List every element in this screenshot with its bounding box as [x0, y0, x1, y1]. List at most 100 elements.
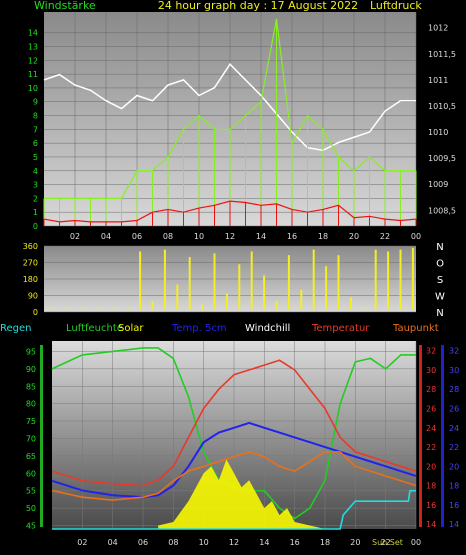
legend-item: Temp. 5cm — [171, 323, 227, 334]
series-line-taupunkt — [51, 451, 417, 501]
wind-tick-label: 10 — [28, 84, 38, 93]
temperature-tick-label: 26 — [426, 404, 436, 413]
wind-axis-label: Windstärke — [34, 0, 96, 12]
humidity-tick-label: 65 — [26, 452, 36, 461]
temp-5cm-tick-label: 16 — [449, 501, 459, 510]
hour-tick-label: 20 — [350, 538, 360, 547]
humidity-tick-label: 85 — [26, 382, 36, 391]
temperature-tick-label: 32 — [426, 347, 436, 356]
degree-tick-label: 90 — [28, 292, 38, 301]
wind-tick-label: 14 — [28, 29, 38, 38]
hour-tick-label: 06 — [138, 538, 148, 547]
temperature-tick-label: 16 — [426, 501, 436, 510]
temp-5cm-tick-label: 32 — [449, 347, 459, 356]
compass-tick-label: N — [436, 308, 443, 319]
hour-tick-label: 10 — [199, 538, 209, 547]
temp-5cm-tick-label: 30 — [449, 366, 459, 375]
humidity-tick-label: 60 — [26, 469, 36, 478]
humidity-tick-label: 80 — [26, 400, 36, 409]
wind-tick-label: 8 — [33, 112, 38, 121]
hour-tick-label: 02 — [77, 538, 87, 547]
temperature-scale-bar — [419, 345, 422, 527]
humidity-tick-label: 70 — [26, 434, 36, 443]
pressure-tick-label: 1010,5 — [428, 102, 456, 111]
series-line-luftdruck — [43, 63, 416, 152]
legend-item: Regen — [0, 323, 32, 334]
sunset-annotation: Sun Set — [372, 538, 403, 547]
temperature-humidity-panel: 45 50 55 60 65 70 75 80 85 90 95 14 16 18 20 22 24 26 28 3… — [26, 341, 459, 547]
wind-tick-label: 2 — [33, 194, 38, 203]
pressure-tick-label: 1012 — [428, 24, 448, 33]
legend-item: Temperatur — [311, 323, 370, 334]
hour-tick-label: 08 — [163, 232, 173, 241]
series-area-solar — [158, 459, 325, 529]
hour-tick-label: 10 — [194, 232, 204, 241]
wind-tick-label: 0 — [33, 222, 38, 231]
wind-tick-label: 11 — [28, 70, 38, 79]
degree-tick-label: 270 — [23, 259, 38, 268]
hour-tick-label: 04 — [108, 538, 118, 547]
legend-item: Windchill — [245, 323, 290, 334]
series-line-regen — [52, 489, 416, 530]
temperature-tick-label: 22 — [426, 443, 436, 452]
pressure-axis-label: Luftdruck — [370, 0, 422, 12]
humidity-tick-label: 75 — [26, 417, 36, 426]
pressure-tick-label: 1008,5 — [428, 206, 456, 215]
hour-tick-label: 14 — [259, 538, 269, 547]
temp-5cm-scale-bar — [441, 345, 444, 527]
temp-5cm-tick-label: 26 — [449, 404, 459, 413]
pressure-tick-label: 1010 — [428, 128, 448, 137]
hour-tick-label: 06 — [132, 232, 142, 241]
humidity-tick-label: 95 — [26, 347, 36, 356]
pressure-tick-label: 1011 — [428, 76, 448, 85]
temp-5cm-tick-label: 22 — [449, 443, 459, 452]
direction-panel-series — [50, 247, 414, 310]
pressure-tick-label: 1009 — [428, 180, 448, 189]
hour-tick-label: 02 — [70, 232, 80, 241]
temp-5cm-ticks: 14 16 18 20 22 24 26 28 30 32 — [449, 347, 459, 530]
chart-title: 24 hour graph day : 17 August 2022 — [158, 0, 358, 12]
series-line-temp-5cm — [51, 421, 417, 499]
hour-tick-label: 12 — [229, 538, 239, 547]
wind-panel-series — [43, 18, 417, 226]
series-line-temperatur — [51, 359, 417, 487]
hour-tick-label: 16 — [290, 538, 300, 547]
wind-tick-label: 4 — [33, 167, 38, 176]
humidity-tick-label: 90 — [26, 365, 36, 374]
temp-5cm-tick-label: 20 — [449, 462, 459, 471]
temp-5cm-tick-label: 28 — [449, 385, 459, 394]
humidity-scale-bar — [40, 345, 43, 527]
hour-tick-label: 16 — [287, 232, 297, 241]
hour-tick-label: 18 — [318, 232, 328, 241]
temperature-tick-label: 14 — [426, 520, 436, 529]
degree-tick-label: 180 — [23, 275, 38, 284]
temp-5cm-tick-label: 24 — [449, 424, 459, 433]
humidity-tick-label: 50 — [26, 504, 36, 513]
direction-panel-grid — [44, 245, 416, 313]
humidity-ticks: 45 50 55 60 65 70 75 80 85 90 95 — [26, 347, 36, 530]
compass-tick-label: W — [435, 292, 445, 303]
wind-pressure-panel: Windstärke 24 hour graph day : 17 August… — [28, 0, 456, 241]
temperature-tick-label: 30 — [426, 366, 436, 375]
hour-tick-label: 00 — [411, 232, 421, 241]
pressure-tick-label: 1009,5 — [428, 154, 456, 163]
compass-tick-label: O — [436, 259, 444, 270]
temp-5cm-tick-label: 14 — [449, 520, 459, 529]
pressure-tick-label: 1011,5 — [428, 50, 456, 59]
hour-tick-label: 14 — [256, 232, 266, 241]
hour-tick-label: 18 — [320, 538, 330, 547]
wind-tick-label: 3 — [33, 181, 38, 190]
degree-tick-label: 0 — [33, 308, 38, 317]
wind-tick-label: 1 — [33, 208, 38, 217]
wind-tick-label: 13 — [28, 43, 38, 52]
series-line-luftfeuchte — [51, 347, 416, 520]
humidity-tick-label: 45 — [26, 522, 36, 531]
hour-tick-label: 12 — [225, 232, 235, 241]
pressure-ticks: 1008,5 1009 1009,5 1010 1010,5 1011 1011,5 1012 — [428, 24, 456, 216]
wind-tick-label: 9 — [33, 98, 38, 107]
temp-panel-series — [51, 347, 417, 530]
